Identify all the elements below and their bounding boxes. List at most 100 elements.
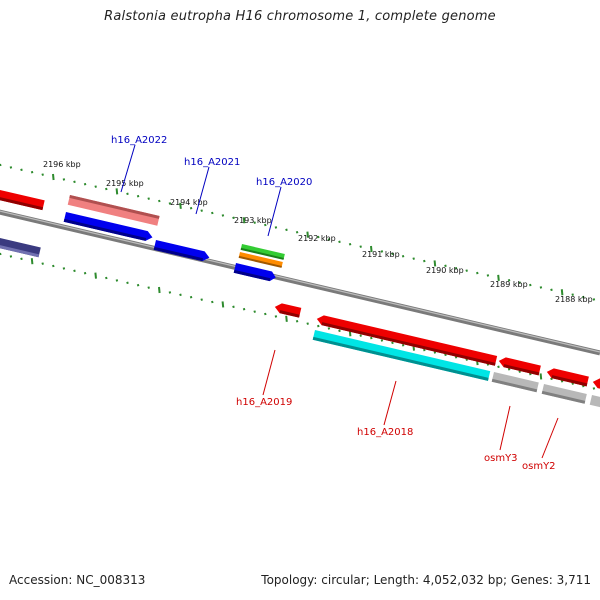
genes-value: 3,711 bbox=[556, 573, 591, 587]
scale-major-tick bbox=[221, 301, 225, 308]
leader-line bbox=[262, 349, 276, 396]
scale-minor-tick bbox=[285, 228, 288, 232]
scale-minor-tick bbox=[444, 353, 447, 357]
gene-label-h16-A2020[interactable]: h16_A2020 bbox=[256, 177, 312, 188]
scale-minor-tick bbox=[338, 329, 341, 333]
scale-major-tick bbox=[52, 173, 55, 181]
cds-h16-A2018[interactable] bbox=[312, 330, 491, 381]
scale-minor-tick bbox=[264, 223, 267, 227]
scale-minor-tick bbox=[582, 295, 585, 299]
length-value: 4,052,032 bp bbox=[422, 573, 503, 587]
scale-labels: 2196 kbp 2195 kbp 2194 kbp 2193 kbp 2192… bbox=[43, 160, 593, 304]
scale-major-tick bbox=[560, 289, 564, 296]
scale-minor-tick bbox=[317, 235, 320, 239]
genes-label: Genes: bbox=[510, 573, 553, 587]
scale-minor-tick bbox=[306, 322, 309, 325]
scale-minor-tick bbox=[550, 377, 553, 381]
cds-red-3[interactable] bbox=[498, 356, 541, 376]
scale-minor-tick bbox=[370, 336, 373, 340]
scale-minor-tick bbox=[20, 257, 23, 261]
cds-red-4[interactable] bbox=[546, 367, 589, 387]
scale-minor-tick bbox=[253, 310, 256, 313]
gene-label-h16-A2022[interactable]: h16_A2022 bbox=[111, 135, 167, 146]
scale-minor-tick bbox=[465, 269, 468, 272]
scale-minor-tick bbox=[571, 293, 574, 296]
scale-major-tick bbox=[179, 202, 182, 209]
scale-minor-tick bbox=[136, 283, 140, 287]
scale-minor-tick bbox=[179, 293, 182, 297]
gene-label-h16-A2018[interactable]: h16_A2018 bbox=[357, 427, 413, 438]
scale-major-tick bbox=[30, 258, 34, 265]
scale-minor-tick bbox=[401, 343, 405, 347]
outer-dotted-ring bbox=[0, 163, 596, 301]
scale-minor-tick bbox=[41, 262, 44, 265]
scale-minor-tick bbox=[232, 305, 235, 309]
scale-minor-tick bbox=[126, 281, 129, 285]
scale-minor-tick bbox=[211, 300, 214, 304]
cds-green[interactable] bbox=[240, 244, 285, 260]
scale-minor-tick bbox=[147, 286, 150, 289]
scale-minor-tick bbox=[62, 178, 66, 181]
scale-minor-tick bbox=[518, 370, 521, 373]
scale-minor-tick bbox=[168, 202, 172, 205]
leader-line bbox=[383, 380, 397, 426]
scale-minor-tick bbox=[391, 252, 394, 256]
leader-line bbox=[267, 186, 282, 237]
scale-minor-tick bbox=[189, 206, 193, 210]
cds-h16-A2018-red[interactable] bbox=[316, 314, 498, 366]
scale-major-tick bbox=[370, 245, 373, 253]
scale-major-tick bbox=[242, 217, 246, 224]
scale-minor-tick bbox=[253, 221, 256, 224]
scale-minor-tick bbox=[507, 278, 511, 282]
scale-minor-tick bbox=[105, 276, 108, 280]
scale-minor-tick bbox=[317, 324, 320, 328]
cds-osmY2[interactable] bbox=[541, 384, 587, 404]
cds-osmY3[interactable] bbox=[491, 372, 539, 393]
scale-minor-tick bbox=[423, 348, 426, 352]
scale-minor-tick bbox=[232, 216, 235, 220]
scale-minor-tick bbox=[136, 194, 140, 198]
scale-minor-tick bbox=[126, 192, 129, 196]
scale-minor-tick bbox=[592, 387, 596, 390]
cds-orange[interactable] bbox=[238, 252, 283, 268]
scale-major-tick bbox=[158, 286, 161, 294]
scale-minor-tick bbox=[359, 245, 362, 248]
gene-label-osmY3[interactable]: osmY3 bbox=[484, 453, 518, 464]
cds-navy-left[interactable] bbox=[0, 237, 41, 258]
leader-line bbox=[499, 405, 511, 451]
cds-blue-small[interactable] bbox=[233, 263, 277, 282]
scale-minor-tick bbox=[83, 271, 87, 275]
cds-h16-A2022[interactable] bbox=[67, 195, 160, 226]
scale-minor-tick bbox=[454, 266, 458, 270]
topology-value: circular bbox=[321, 573, 366, 587]
leader-line bbox=[195, 166, 210, 215]
topology-label: Topology: bbox=[261, 573, 318, 587]
scale-minor-tick bbox=[391, 341, 394, 345]
scale-minor-tick bbox=[189, 295, 193, 299]
gene-label-h16-A2021[interactable]: h16_A2021 bbox=[184, 157, 240, 168]
cds-h16-A2021[interactable] bbox=[63, 212, 154, 242]
scale-minor-tick bbox=[518, 281, 521, 284]
scale-minor-tick bbox=[338, 240, 341, 244]
cds-red-5[interactable] bbox=[592, 377, 600, 394]
scale-major-tick bbox=[497, 274, 500, 281]
scale-minor-tick bbox=[327, 238, 331, 241]
scale-minor-tick bbox=[560, 379, 564, 383]
gene-label-h16-A2019[interactable]: h16_A2019 bbox=[236, 397, 292, 408]
length-label: Length: bbox=[373, 573, 420, 587]
cds-h16-A2020[interactable] bbox=[153, 240, 211, 263]
cds-red-left[interactable] bbox=[0, 189, 45, 211]
cds-gray-edge[interactable] bbox=[589, 395, 600, 410]
gene-label-osmY2[interactable]: osmY2 bbox=[522, 461, 556, 472]
scale-minor-tick bbox=[592, 298, 596, 301]
scale-major-tick bbox=[94, 272, 97, 279]
cds-h16-A2019[interactable] bbox=[274, 302, 302, 318]
scale-minor-tick bbox=[168, 291, 172, 294]
scale-tick-label: 2190 kbp bbox=[426, 266, 464, 275]
scale-minor-tick bbox=[221, 214, 225, 217]
accession-label: Accession: bbox=[9, 573, 73, 587]
scale-minor-tick bbox=[264, 312, 267, 316]
scale-minor-tick bbox=[476, 271, 479, 275]
scale-minor-tick bbox=[211, 211, 214, 215]
